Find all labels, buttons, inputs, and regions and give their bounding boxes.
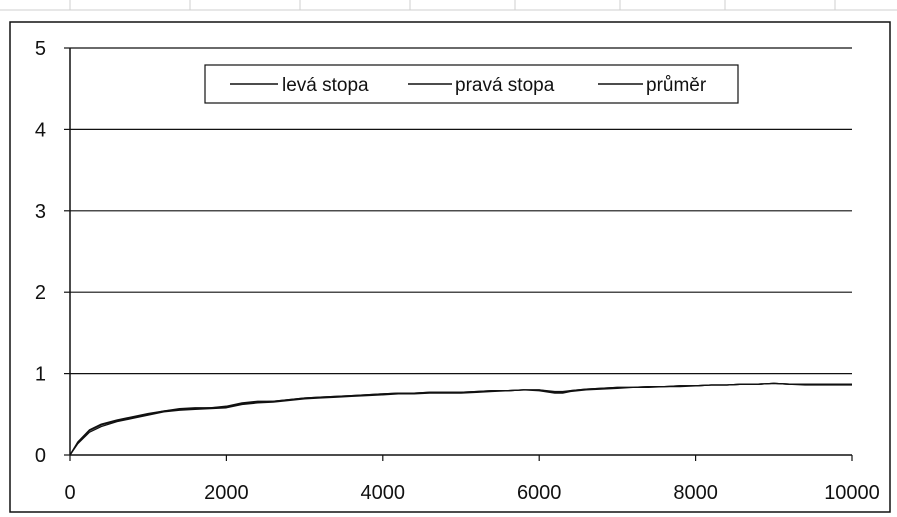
x-tick-label-10000: 10000 xyxy=(824,482,880,504)
horizontal-gridlines xyxy=(70,47,852,375)
legend-label-leva: levá stopa xyxy=(282,75,369,96)
y-tick-label-4: 4 xyxy=(35,119,46,141)
legend: levá stopa pravá stopa průměr xyxy=(204,64,739,104)
y-tick-label-1: 1 xyxy=(35,364,46,386)
x-tick-label-6000: 6000 xyxy=(517,482,562,504)
spreadsheet-gridlines xyxy=(0,0,897,11)
series-lines xyxy=(69,382,852,456)
x-tick-label-4000: 4000 xyxy=(361,482,406,504)
legend-label-prava: pravá stopa xyxy=(455,75,555,96)
series-line-3 xyxy=(69,382,852,456)
x-tick-label-8000: 8000 xyxy=(673,482,718,504)
axes xyxy=(64,47,853,461)
legend-box xyxy=(204,64,739,104)
y-tick-label-0: 0 xyxy=(35,445,46,467)
x-tick-label-0: 0 xyxy=(64,482,75,504)
x-axis-tick-labels: 0 2000 4000 6000 8000 10000 xyxy=(64,482,879,504)
legend-label-prumer: průměr xyxy=(646,75,707,96)
chart-frame xyxy=(9,21,891,513)
y-tick-label-5: 5 xyxy=(35,38,46,60)
x-tick-label-2000: 2000 xyxy=(204,482,249,504)
y-tick-label-2: 2 xyxy=(35,282,46,304)
y-tick-label-3: 3 xyxy=(35,201,46,223)
y-axis-tick-labels: 0 1 2 3 4 5 xyxy=(35,38,46,467)
